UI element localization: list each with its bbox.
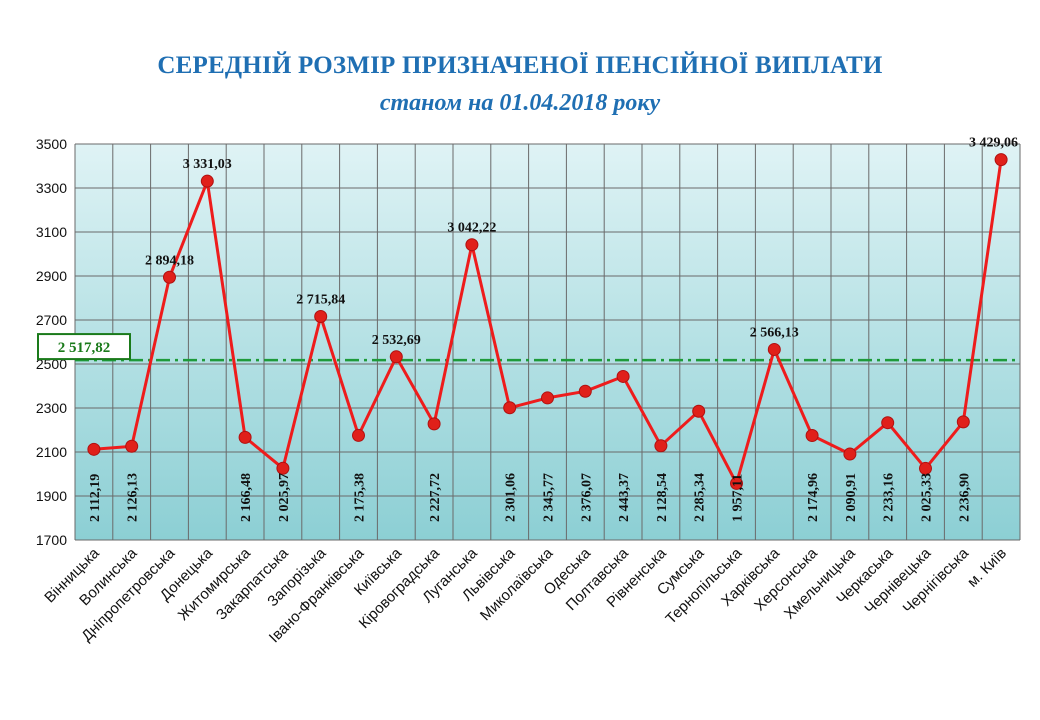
data-point <box>616 369 630 383</box>
data-point <box>276 461 290 475</box>
data-point <box>692 404 706 418</box>
average-line-group: 2 517,82 <box>37 333 1020 362</box>
data-point <box>125 439 139 453</box>
data-label: 2 025,97 <box>277 473 292 522</box>
y-tick-label: 2100 <box>36 444 67 460</box>
data-point <box>541 391 554 405</box>
chart-subtitle: станом на 01.04.2018 року <box>379 90 661 116</box>
data-label: 2 128,54 <box>655 473 670 522</box>
data-label: 2 025,33 <box>920 473 935 522</box>
data-label: 2 285,34 <box>693 473 708 522</box>
data-label: 2 715,84 <box>296 293 345 308</box>
y-tick-label: 3100 <box>36 224 67 240</box>
gridlines <box>74 143 1021 541</box>
data-label: 2 233,16 <box>882 473 897 522</box>
data-label: 2 532,69 <box>372 333 421 348</box>
data-point <box>389 350 403 364</box>
data-label: 2 301,06 <box>504 473 519 522</box>
y-tick-label: 2900 <box>36 268 67 284</box>
data-label: 2 894,18 <box>145 253 194 268</box>
data-label: 2 566,13 <box>750 325 799 340</box>
data-label: 2 345,77 <box>542 473 557 522</box>
data-label: 2 090,91 <box>844 473 859 522</box>
data-point <box>805 429 819 443</box>
data-point <box>919 461 932 475</box>
average-label-box <box>37 333 131 361</box>
data-label: 2 443,37 <box>617 473 632 522</box>
data-label: 1 957,11 <box>731 474 746 522</box>
data-point <box>881 416 895 430</box>
y-tick-label: 3500 <box>36 136 67 152</box>
data-point <box>994 153 1008 167</box>
data-point <box>427 417 441 431</box>
data-point <box>503 401 517 415</box>
data-label: 2 236,90 <box>957 473 972 522</box>
y-tick-label: 2700 <box>36 312 67 328</box>
data-label: 2 166,48 <box>239 473 254 522</box>
y-tick-label: 1700 <box>36 532 67 548</box>
data-point <box>238 430 252 444</box>
data-point <box>465 238 479 252</box>
data-label: 3 331,03 <box>183 157 232 172</box>
y-tick-label: 2300 <box>36 400 67 416</box>
x-axis: ВінницькаВолинськаДніпропетровськаДонець… <box>41 544 1010 646</box>
data-point <box>87 442 101 456</box>
x-tick-label: м. Київ <box>964 545 1010 591</box>
y-tick-label: 1900 <box>36 488 67 504</box>
series-line-group <box>87 153 1008 490</box>
data-point <box>163 270 176 284</box>
data-point <box>578 384 592 398</box>
data-label: 2 376,07 <box>579 473 594 522</box>
data-point <box>654 439 668 453</box>
data-point <box>767 342 781 356</box>
data-label: 2 227,72 <box>428 473 443 522</box>
data-point <box>200 174 214 188</box>
data-point <box>843 447 857 461</box>
y-tick-label: 3300 <box>36 180 67 196</box>
data-label: 2 174,96 <box>806 473 821 522</box>
data-labels: 2 112,19 2 126,13 2 894,18 3 331,03 2 166,48… <box>88 136 1018 522</box>
data-point <box>314 310 328 324</box>
data-label: 3 429,06 <box>969 136 1018 151</box>
data-label: 2 175,38 <box>353 473 368 522</box>
data-label: 2 112,19 <box>88 474 103 522</box>
average-label: 2 517,82 <box>58 340 111 356</box>
data-point <box>956 415 970 429</box>
data-point <box>730 476 743 490</box>
data-label: 2 126,13 <box>126 473 141 522</box>
data-point <box>352 428 365 442</box>
data-label: 3 042,22 <box>447 221 496 236</box>
chart-title: СЕРЕДНІЙ РОЗМІР ПРИЗНАЧЕНОЇ ПЕНСІЙНОЇ ВИ… <box>157 52 883 79</box>
